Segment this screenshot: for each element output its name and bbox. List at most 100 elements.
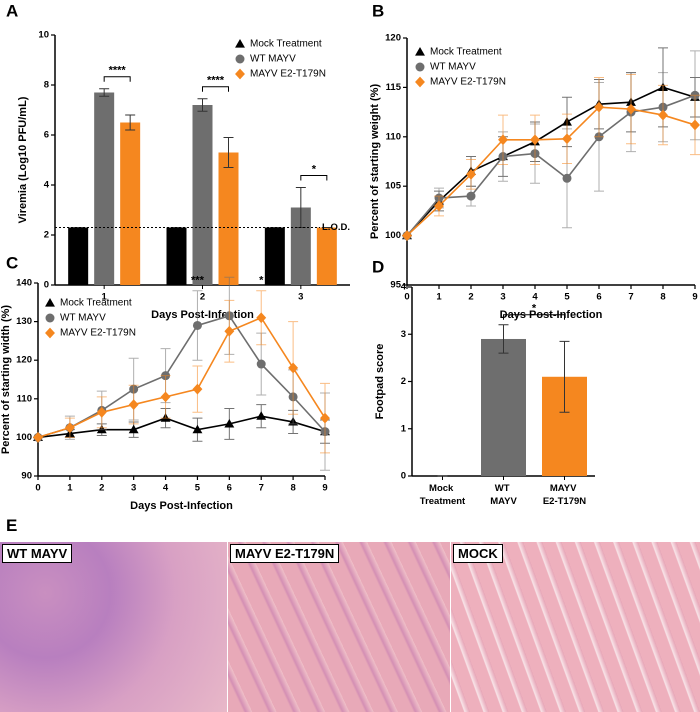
marker bbox=[64, 422, 75, 434]
marker bbox=[415, 62, 425, 72]
x-tick-line: Treatment bbox=[420, 496, 466, 507]
image-label: WT MAYV bbox=[2, 544, 73, 563]
x-tick-label: 7 bbox=[259, 483, 264, 494]
sig-label: **** bbox=[207, 75, 225, 87]
y-axis-label: Viremia (Log10 PFU/mL) bbox=[17, 96, 29, 223]
marker bbox=[402, 230, 412, 241]
marker bbox=[562, 173, 572, 183]
marker bbox=[256, 359, 266, 369]
marker bbox=[128, 424, 139, 434]
marker bbox=[466, 168, 476, 180]
sig-bracket bbox=[103, 76, 131, 82]
marker bbox=[658, 109, 668, 121]
y-tick-label: 115 bbox=[386, 82, 402, 93]
legend-label: Mock Treatment bbox=[60, 298, 132, 309]
x-tick-label: 8 bbox=[290, 483, 295, 494]
bar bbox=[166, 227, 187, 285]
sig-label: **** bbox=[109, 65, 127, 77]
y-tick-label: 3 bbox=[401, 329, 406, 340]
legend-label: MAYV E2-T179N bbox=[430, 77, 506, 88]
y-tick-label: 110 bbox=[386, 131, 401, 142]
y-tick-label: 140 bbox=[16, 278, 32, 289]
marker bbox=[320, 412, 330, 424]
y-tick-label: 10 bbox=[38, 30, 49, 41]
marker bbox=[192, 424, 203, 434]
image-label: MAYV E2-T179N bbox=[230, 544, 340, 563]
y-tick-label: 120 bbox=[385, 33, 401, 44]
sig-label: * bbox=[532, 303, 537, 315]
marker bbox=[96, 406, 107, 418]
x-axis-label: Days Post-Infection bbox=[151, 309, 254, 321]
error-bar bbox=[559, 340, 570, 413]
y-axis-label: Percent of starting weight (%) bbox=[369, 84, 381, 240]
error-bar bbox=[498, 324, 509, 354]
sig-label: * bbox=[312, 163, 317, 175]
marker bbox=[192, 320, 202, 330]
y-tick-label: 110 bbox=[17, 393, 32, 404]
legend-label: WT MAYV bbox=[430, 62, 476, 73]
x-tick-label: 4 bbox=[532, 292, 538, 303]
series-line bbox=[406, 106, 696, 237]
marker bbox=[415, 76, 425, 88]
panel-letter: D bbox=[372, 257, 384, 276]
x-tick-label: 8 bbox=[660, 292, 665, 303]
marker bbox=[33, 432, 43, 443]
x-tick-label: 0 bbox=[35, 483, 40, 494]
sig-bracket bbox=[300, 175, 328, 181]
y-tick-label: 2 bbox=[44, 230, 49, 241]
histology-image: MAYV E2-T179N bbox=[228, 542, 450, 712]
marker bbox=[224, 325, 235, 337]
series-line bbox=[406, 94, 696, 237]
marker bbox=[45, 327, 55, 339]
marker bbox=[256, 312, 267, 324]
marker bbox=[128, 399, 139, 410]
marker bbox=[288, 362, 299, 374]
marker bbox=[434, 200, 444, 212]
y-tick-label: 105 bbox=[385, 181, 402, 192]
legend-label: Mock Treatment bbox=[250, 39, 322, 50]
sig-label: * bbox=[259, 275, 264, 287]
bar bbox=[68, 227, 89, 285]
y-axis-label: Footpad score bbox=[374, 344, 386, 420]
x-tick-label: 4 bbox=[163, 483, 169, 494]
histology-image: MOCK bbox=[451, 542, 700, 712]
series-line bbox=[37, 415, 326, 439]
panel-letter: A bbox=[6, 1, 18, 20]
y-tick-label: 95 bbox=[390, 280, 401, 291]
marker bbox=[224, 418, 235, 428]
image-label: MOCK bbox=[453, 544, 503, 563]
marker bbox=[594, 101, 604, 113]
sig-label: *** bbox=[191, 275, 205, 287]
y-tick-label: 8 bbox=[44, 80, 49, 91]
x-tick-label: MAYV E2-T179N bbox=[543, 483, 586, 507]
marker bbox=[530, 134, 540, 146]
x-tick-label: 3 bbox=[500, 292, 505, 303]
x-tick-label: 6 bbox=[227, 483, 232, 494]
legend-label: MAYV E2-T179N bbox=[60, 328, 136, 339]
x-tick-label: 1 bbox=[67, 483, 73, 494]
x-tick-label: 2 bbox=[99, 483, 104, 494]
x-tick-line: MAYV bbox=[550, 483, 579, 494]
panel-letter: B bbox=[372, 1, 384, 20]
y-axis-label: Percent of starting width (%) bbox=[0, 305, 12, 454]
marker bbox=[192, 383, 203, 395]
x-tick-label: 1 bbox=[102, 292, 108, 303]
x-tick-label: 3 bbox=[131, 483, 136, 494]
series-line bbox=[37, 314, 326, 439]
bar bbox=[481, 338, 526, 476]
error-bar bbox=[99, 88, 110, 97]
y-tick-label: 1 bbox=[401, 423, 407, 434]
y-tick-label: 90 bbox=[21, 471, 32, 482]
sig-bracket bbox=[503, 314, 565, 320]
bar bbox=[120, 122, 141, 285]
x-tick-label: 0 bbox=[404, 292, 409, 303]
series-line bbox=[406, 86, 696, 237]
y-tick-label: 4 bbox=[44, 180, 50, 191]
marker bbox=[256, 411, 267, 420]
y-tick-label: 100 bbox=[16, 432, 32, 443]
y-tick-label: 130 bbox=[16, 316, 32, 327]
error-bar bbox=[125, 114, 136, 131]
x-tick-label: Mock Treatment bbox=[420, 483, 466, 507]
